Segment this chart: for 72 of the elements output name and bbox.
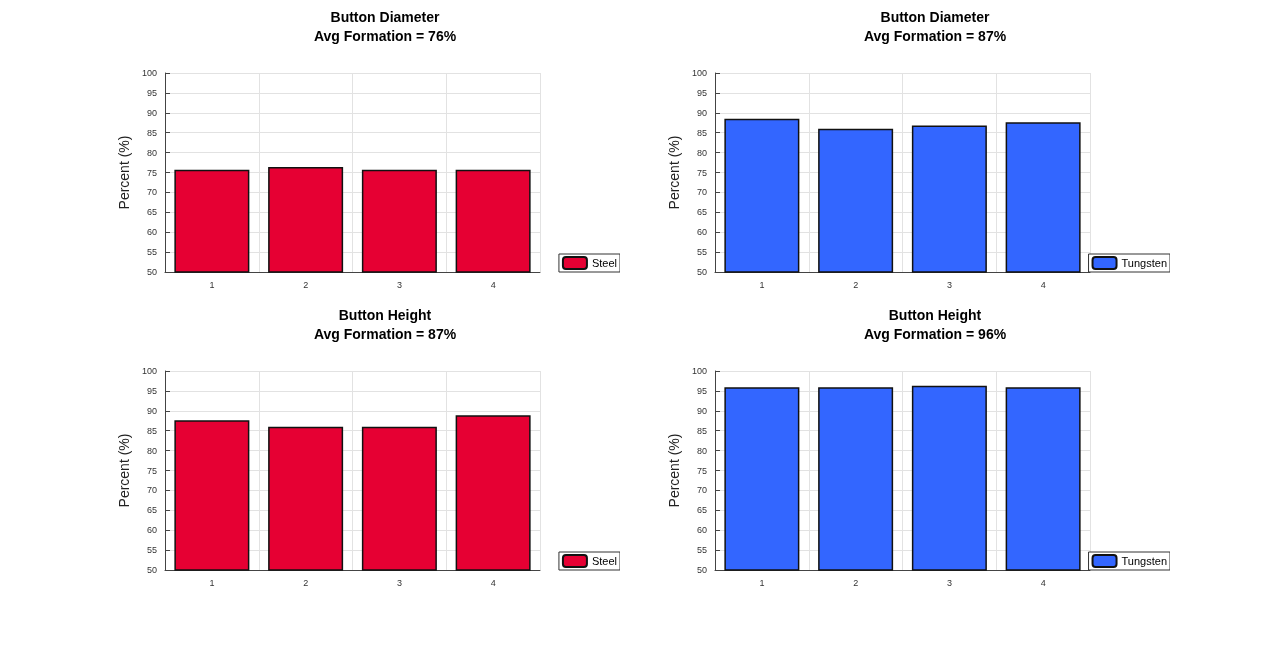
y-tick-label: 95 — [696, 385, 707, 396]
y-tick-label: 75 — [696, 167, 707, 178]
y-tick-label: 70 — [146, 187, 157, 198]
y-axis-title: Percent (%) — [116, 135, 133, 210]
y-tick-label: 95 — [146, 385, 157, 396]
y-tick-label: 85 — [696, 425, 707, 436]
y-tick-label: 55 — [146, 545, 157, 556]
y-tick-label: 100 — [691, 68, 707, 78]
x-tick-label: 1 — [759, 279, 765, 290]
y-tick-label: 55 — [146, 247, 157, 258]
x-tick-label: 4 — [1040, 279, 1046, 290]
y-tick-label: 50 — [696, 267, 707, 277]
y-tick-label: 55 — [696, 545, 707, 556]
y-tick-label: 65 — [146, 505, 157, 516]
x-tick-label: 3 — [396, 577, 402, 588]
y-tick-label: 85 — [696, 127, 707, 138]
y-tick-label: 70 — [696, 187, 707, 198]
y-tick-label: 90 — [696, 107, 707, 118]
x-tick-label: 1 — [209, 279, 215, 290]
y-tick-label: 70 — [146, 485, 157, 496]
chart-title: Button Diameter Avg Formation = 76% — [313, 8, 457, 44]
legend-label: Steel — [591, 257, 618, 269]
y-tick-label: 80 — [146, 445, 157, 456]
x-tick-label: 1 — [209, 577, 215, 588]
y-tick-label: 90 — [696, 405, 707, 416]
x-tick-label: 2 — [303, 279, 309, 290]
y-tick-label: 50 — [696, 565, 707, 575]
y-tick-label: 50 — [146, 565, 157, 575]
x-tick-label: 3 — [396, 279, 402, 290]
x-tick-label: 4 — [490, 279, 496, 290]
chart-title: Button Height Avg Formation = 87% — [313, 306, 457, 342]
y-axis-title: Percent (%) — [666, 433, 683, 508]
y-tick-label: 60 — [146, 227, 157, 238]
y-tick-label: 95 — [146, 87, 157, 98]
x-tick-label: 3 — [946, 577, 952, 588]
y-tick-label: 80 — [696, 147, 707, 158]
y-tick-label: 70 — [696, 485, 707, 496]
y-tick-label: 90 — [146, 405, 157, 416]
x-tick-label: 4 — [490, 577, 496, 588]
y-tick-label: 80 — [696, 445, 707, 456]
y-tick-label: 65 — [696, 505, 707, 516]
x-tick-label: 2 — [853, 577, 859, 588]
y-tick-label: 100 — [141, 68, 157, 78]
y-tick-label: 100 — [141, 366, 157, 376]
x-tick-label: 2 — [853, 279, 859, 290]
y-tick-label: 85 — [146, 127, 157, 138]
x-tick-label: 2 — [303, 577, 309, 588]
y-tick-label: 65 — [696, 207, 707, 218]
y-tick-label: 50 — [146, 267, 157, 277]
x-tick-label: 1 — [759, 577, 765, 588]
y-tick-label: 60 — [696, 227, 707, 238]
y-tick-label: 65 — [146, 207, 157, 218]
y-tick-label: 80 — [146, 147, 157, 158]
legend-label: Tungsten — [1121, 257, 1168, 269]
y-tick-label: 75 — [696, 465, 707, 476]
y-tick-label: 75 — [146, 167, 157, 178]
legend-label: Tungsten — [1121, 555, 1168, 567]
x-tick-label: 3 — [946, 279, 952, 290]
x-tick-label: 4 — [1040, 577, 1046, 588]
y-tick-label: 60 — [146, 525, 157, 536]
y-tick-label: 90 — [146, 107, 157, 118]
y-tick-label: 85 — [146, 425, 157, 436]
y-tick-label: 100 — [691, 366, 707, 376]
y-tick-label: 55 — [696, 247, 707, 258]
y-tick-label: 75 — [146, 465, 157, 476]
chart-title: Button Diameter Avg Formation = 87% — [863, 8, 1007, 44]
y-axis-title: Percent (%) — [666, 135, 683, 210]
legend-label: Steel — [591, 555, 618, 567]
y-axis-title: Percent (%) — [116, 433, 133, 508]
y-tick-label: 95 — [696, 87, 707, 98]
chart-title: Button Height Avg Formation = 96% — [863, 306, 1007, 342]
y-tick-label: 60 — [696, 525, 707, 536]
